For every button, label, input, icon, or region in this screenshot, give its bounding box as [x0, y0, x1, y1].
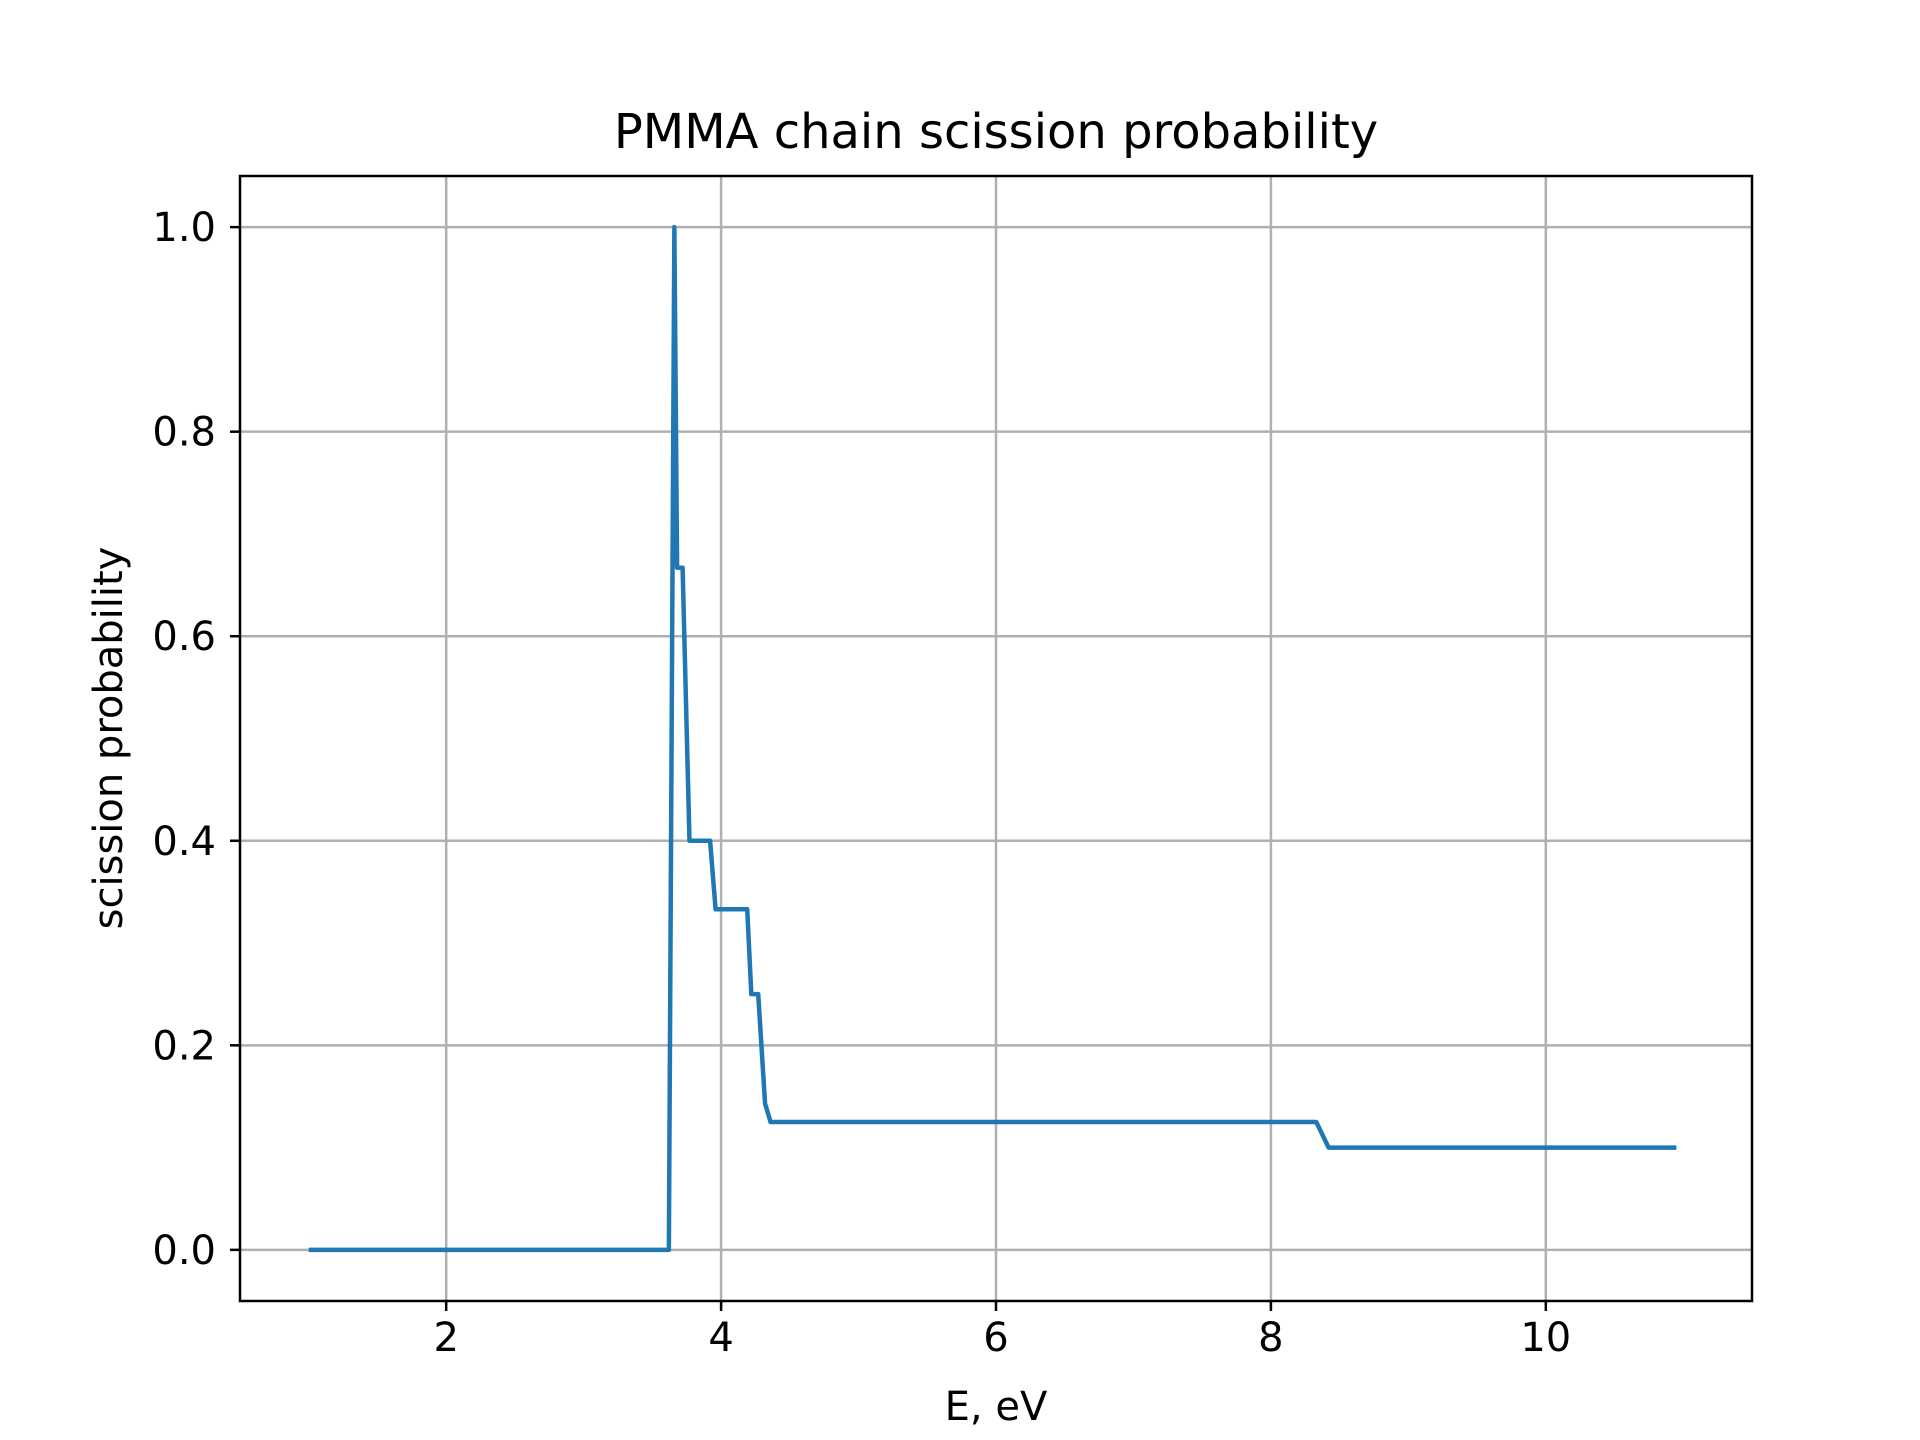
y-tick-label-5: 1.0: [152, 205, 216, 251]
x-tick-label-4: 10: [1520, 1315, 1571, 1361]
y-tick-label-0: 0.0: [152, 1228, 216, 1274]
x-tick-label-0: 2: [433, 1315, 458, 1361]
x-tick-label-1: 4: [708, 1315, 733, 1361]
series-layer: [308, 224, 1677, 1253]
chart-title: PMMA chain scission probability: [614, 104, 1378, 160]
y-tick-label-3: 0.6: [152, 614, 216, 660]
y-tick-label-4: 0.8: [152, 410, 216, 456]
series-line-0: [308, 224, 1677, 1253]
x-tick-label-2: 6: [983, 1315, 1008, 1361]
y-tick-label-1: 0.2: [152, 1023, 216, 1069]
y-tick-label-2: 0.4: [152, 819, 216, 865]
x-tick-label-3: 8: [1258, 1315, 1283, 1361]
tick-layer: [230, 225, 1548, 1311]
y-axis-label: scission probability: [86, 547, 132, 930]
tick-label-layer: 2 4 6 8 10 0.0 0.2 0.4 0.6 0.8 1.0: [152, 205, 1571, 1361]
x-axis-label: E, eV: [945, 1384, 1048, 1430]
